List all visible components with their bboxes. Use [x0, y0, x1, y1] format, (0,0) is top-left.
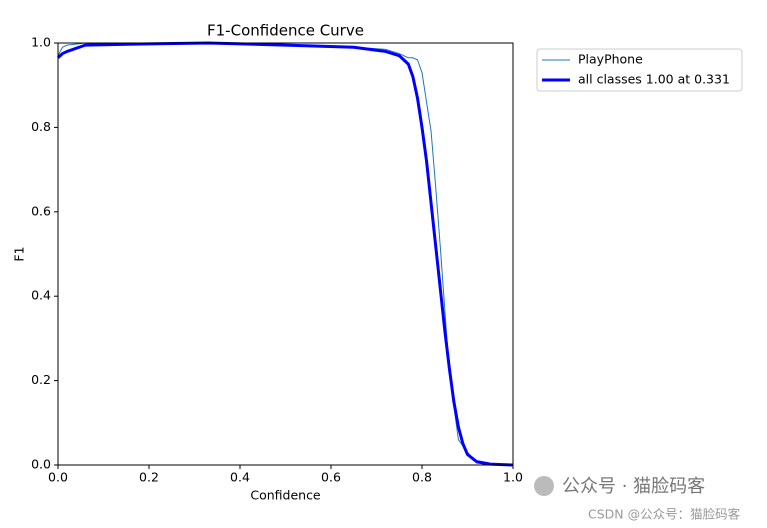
chart-title: F1-Confidence Curve: [207, 22, 364, 40]
series-line: [57, 42, 513, 466]
watermark: 公众号 · 猫脸码客: [562, 476, 705, 497]
y-tick-label: 0.2: [31, 372, 51, 387]
legend-label: PlayPhone: [578, 52, 643, 67]
legend-label: all classes 1.00 at 0.331: [578, 72, 730, 87]
x-axis-label: Confidence: [250, 488, 321, 503]
x-tick-label: 0.0: [48, 470, 68, 485]
x-tick-label: 1.0: [503, 470, 523, 485]
y-tick-label: 0.4: [31, 288, 51, 303]
x-tick-label: 0.4: [230, 470, 250, 485]
y-tick-label: 0.8: [31, 119, 51, 134]
y-axis-label: F1: [12, 246, 27, 261]
watermark-small: CSDN @公众号：猫脸码客: [588, 507, 741, 522]
y-tick-label: 0.0: [31, 457, 51, 472]
y-tick-label: 0.6: [31, 203, 51, 218]
x-tick-label: 0.6: [321, 470, 341, 485]
series-line: [56, 41, 514, 467]
x-tick-label: 0.2: [139, 470, 159, 485]
x-tick-label: 0.8: [412, 470, 432, 485]
y-tick-label: 1.0: [31, 35, 51, 50]
plot-frame: [57, 42, 514, 466]
watermark-icon: [534, 476, 554, 496]
legend-box: [536, 48, 743, 92]
